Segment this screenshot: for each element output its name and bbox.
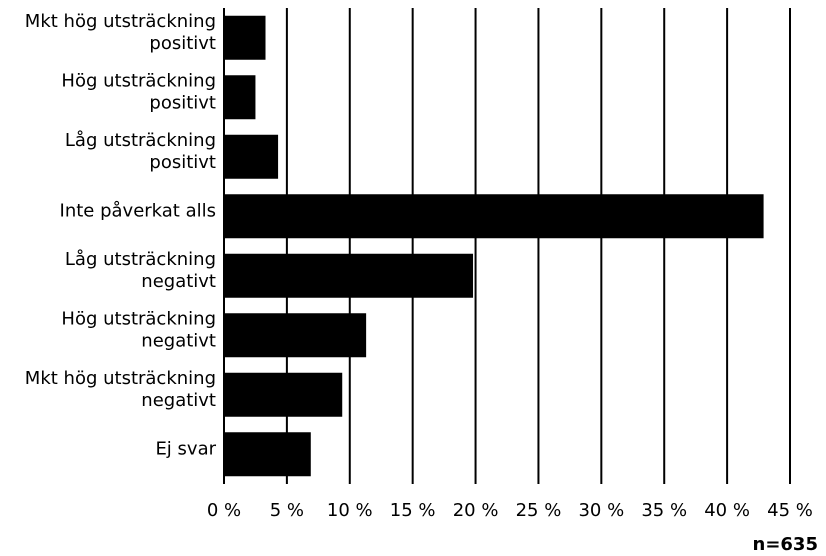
bar-0: [224, 15, 266, 60]
x-tick-label-5: 5 %: [270, 500, 304, 521]
x-tick-label-0: 0 %: [207, 500, 241, 521]
bar-2: [224, 134, 279, 179]
x-tick-label-30: 30 %: [578, 500, 624, 521]
category-label-4: Låg utsträckning negativt: [65, 249, 216, 292]
category-label-2: Låg utsträckning positivt: [65, 130, 216, 173]
sample-size-note: n=635: [753, 534, 818, 555]
x-tick-labels: 0 % 5 % 10 % 15 % 20 % 25 % 30 % 35 % 40 % 45 %: [207, 500, 813, 521]
bar-4: [224, 253, 474, 298]
category-label-3: Inte påverkat alls: [60, 200, 216, 221]
bar-3: [224, 194, 764, 239]
x-tick-label-20: 20 %: [453, 500, 499, 521]
gridlines: [285, 8, 791, 484]
x-tick-label-25: 25 %: [516, 500, 562, 521]
category-label-1: Hög utsträckning positivt: [61, 70, 216, 113]
category-label-5: Hög utsträckning negativt: [61, 308, 216, 351]
x-tick-label-10: 10 %: [327, 500, 373, 521]
bars: [224, 15, 764, 477]
category-label-6: Mkt hög utsträckning negativt: [25, 368, 216, 411]
x-tick-label-35: 35 %: [641, 500, 687, 521]
category-labels: Mkt hög utsträckning positivt Hög utsträck…: [25, 11, 217, 460]
x-tick-label-40: 40 %: [704, 500, 750, 521]
bar-6: [224, 372, 343, 417]
bar-7: [224, 432, 311, 477]
category-label-7: Ej svar: [155, 438, 216, 459]
x-tick-label-15: 15 %: [390, 500, 436, 521]
category-label-0: Mkt hög utsträckning positivt: [25, 11, 216, 54]
x-tick-label-45: 45 %: [767, 500, 813, 521]
bar-1: [224, 75, 256, 120]
bar-5: [224, 313, 367, 358]
